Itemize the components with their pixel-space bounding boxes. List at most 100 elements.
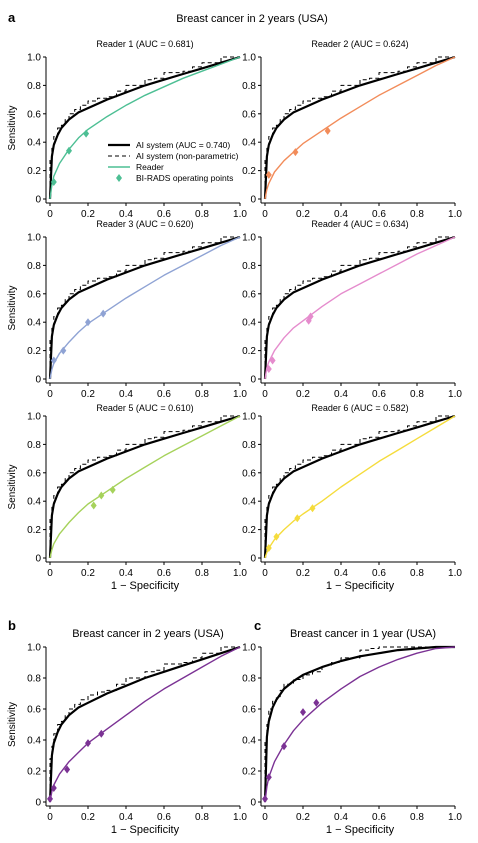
x-tick-label: 0.6: [157, 209, 171, 220]
bi-rads-point: [109, 485, 116, 494]
ai-nonparametric-curve: [49, 415, 240, 558]
y-tick-label: 1.0: [27, 643, 41, 654]
y-tick-label: 0.8: [242, 81, 256, 92]
y-tick-label: 0.6: [242, 705, 256, 716]
reader-curve: [49, 236, 241, 380]
reader-curve: [264, 646, 456, 803]
chart-b: 00 0.2 0.2 0.4 0.4 0.6 0.6 0.8 0.8 1.0 1.0 Breast c…: [7, 628, 247, 836]
ai-system-curve: [48, 55, 241, 200]
x-tick-label: 1.0: [448, 389, 462, 400]
ai-nonparametric-curve: [49, 646, 240, 802]
x-tick-label: 0.6: [372, 812, 386, 823]
x-tick-label: 0.4: [334, 389, 348, 400]
y-tick-label: 1.0: [242, 53, 256, 64]
bi-rads-point: [50, 784, 57, 793]
panel-a-letter: a: [8, 10, 16, 25]
y-tick-label: 0.2: [27, 767, 41, 778]
reader-curve: [49, 415, 241, 559]
x-tick-label: 0.2: [81, 389, 95, 400]
chart-title: Reader 6 (AUC = 0.582): [311, 403, 408, 413]
x-axis-label: 1 − Specificity: [111, 580, 180, 592]
x-tick-label: 0: [47, 209, 53, 220]
y-tick-label: 0.2: [242, 346, 256, 357]
y-tick-label: 0.2: [27, 525, 41, 536]
bi-rads-point: [265, 365, 272, 374]
bi-rads-point: [90, 501, 97, 510]
x-tick-label: 1.0: [448, 568, 462, 579]
bi-rads-point: [66, 146, 72, 155]
x-axis-label: 1 − Specificity: [111, 824, 180, 836]
x-tick-label: 0.2: [81, 568, 95, 579]
y-tick-label: 0.8: [242, 674, 256, 685]
x-tick-label: 1.0: [448, 812, 462, 823]
y-tick-label: 0.4: [27, 497, 41, 508]
x-tick-label: 0.4: [334, 209, 348, 220]
bi-rads-point: [313, 698, 320, 707]
x-axis-label: 1 − Specificity: [326, 824, 395, 836]
y-tick-label: 0.6: [27, 289, 41, 300]
chart-title: Breast cancer in 1 year (USA): [290, 628, 436, 640]
x-tick-label: 0.2: [296, 568, 310, 579]
ai-system-curve: [48, 235, 241, 380]
legend-label: AI system (non-parametric): [136, 151, 239, 161]
x-tick-label: 0.6: [372, 389, 386, 400]
y-tick-label: 0.6: [242, 468, 256, 479]
y-axis-label: Sensitivity: [7, 464, 18, 509]
ai-nonparametric-curve: [264, 236, 455, 379]
legend-label: AI system (AUC = 0.740): [136, 140, 230, 150]
x-axis-label: 1 − Specificity: [326, 580, 395, 592]
bi-rads-point: [307, 312, 314, 321]
y-tick-label: 0.4: [242, 736, 256, 747]
bi-rads-point: [265, 773, 272, 782]
reader-curve: [264, 415, 456, 559]
y-tick-label: 0.4: [242, 497, 256, 508]
y-axis-label: Sensitivity: [7, 105, 18, 150]
x-tick-label: 0.2: [296, 209, 310, 220]
bi-rads-point: [64, 765, 71, 774]
chart-title: Reader 2 (AUC = 0.624): [311, 39, 408, 49]
bi-rads-point: [269, 356, 276, 365]
legend-swatch-bi-rads: [116, 174, 122, 182]
y-tick-label: 0.8: [27, 440, 41, 451]
chart-title: Breast cancer in 2 years (USA): [72, 628, 224, 640]
x-tick-label: 1.0: [233, 568, 247, 579]
y-tick-label: 1.0: [242, 233, 256, 244]
x-tick-label: 0.2: [296, 389, 310, 400]
x-tick-label: 0.8: [410, 812, 424, 823]
bi-rads-point: [292, 148, 299, 157]
y-tick-label: 0: [250, 195, 256, 206]
x-tick-label: 0.6: [157, 812, 171, 823]
y-tick-label: 0.8: [27, 81, 41, 92]
x-tick-label: 0.8: [410, 389, 424, 400]
y-tick-label: 0: [35, 195, 41, 206]
y-tick-label: 0: [250, 375, 256, 386]
y-tick-label: 0.4: [242, 318, 256, 329]
y-tick-label: 0.2: [242, 525, 256, 536]
chart-r3: 00 0.2 0.2 0.4 0.4 0.6 0.6 0.8 0.8 1.0 1.0 Reader 3…: [7, 219, 247, 400]
bi-rads-point: [281, 742, 287, 751]
x-tick-label: 0: [262, 568, 268, 579]
bi-rads-point: [98, 729, 105, 738]
x-tick-label: 0: [262, 209, 268, 220]
x-tick-label: 0.2: [81, 209, 95, 220]
bi-rads-point: [85, 739, 91, 748]
y-tick-label: 0.4: [27, 736, 41, 747]
reader-curve: [264, 236, 456, 380]
chart-c: 00 0.2 0.2 0.4 0.4 0.6 0.6 0.8 0.8 1.0 1.0 Breast c…: [242, 628, 462, 836]
chart-title: Reader 3 (AUC = 0.620): [96, 219, 193, 229]
x-tick-label: 0.4: [334, 568, 348, 579]
x-tick-label: 1.0: [233, 209, 247, 220]
bi-rads-point: [50, 356, 57, 365]
bi-rads-point: [309, 504, 316, 513]
chart-r1: 00 0.2 0.2 0.4 0.4 0.6 0.6 0.8 0.8 1.0 1.0 Reader 1…: [7, 39, 247, 220]
x-tick-label: 0.6: [372, 568, 386, 579]
chart-legend: AI system (AUC = 0.740)AI system (non-pa…: [108, 140, 239, 183]
panel-b-letter: b: [8, 618, 16, 633]
ai-system-curve: [48, 414, 241, 559]
bi-rads-point: [294, 514, 301, 523]
x-tick-label: 0.8: [195, 209, 209, 220]
ai-system-curve: [263, 55, 456, 200]
y-tick-label: 1.0: [242, 643, 256, 654]
